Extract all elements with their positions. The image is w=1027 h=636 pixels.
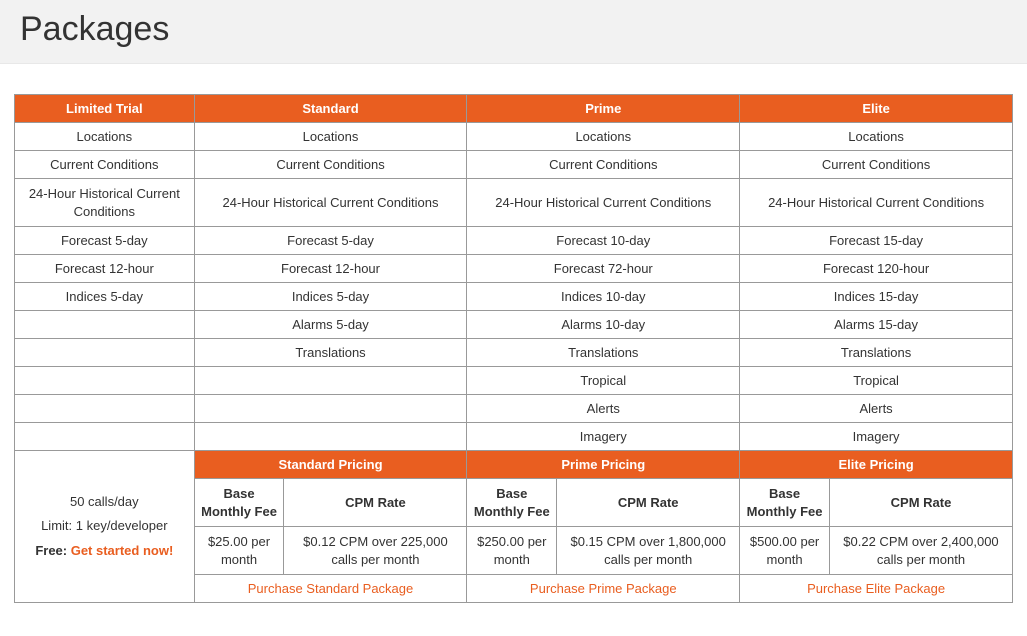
pricing-header-standard: Standard Pricing [194,451,467,479]
purchase-prime-link[interactable]: Purchase Prime Package [530,581,677,596]
pricing-header-row: 50 calls/day Limit: 1 key/developer Free… [15,451,1013,479]
feature-cell: Locations [194,123,467,151]
feature-cell: Indices 5-day [15,283,195,311]
feature-row: Imagery Imagery [15,423,1013,451]
trial-pricing-cell: 50 calls/day Limit: 1 key/developer Free… [15,451,195,603]
feature-cell: Tropical [467,367,740,395]
packages-table: Limited Trial Standard Prime Elite Locat… [14,94,1013,603]
feature-cell: Indices 15-day [740,283,1013,311]
feature-row: Forecast 12-hour Forecast 12-hour Foreca… [15,255,1013,283]
feature-row: Forecast 5-day Forecast 5-day Forecast 1… [15,227,1013,255]
feature-row: Current Conditions Current Conditions Cu… [15,151,1013,179]
feature-cell: Translations [740,339,1013,367]
elite-cpm-rate: $0.22 CPM over 2,400,000 calls per month [829,527,1012,575]
feature-cell: Imagery [740,423,1013,451]
pricing-header-prime: Prime Pricing [467,451,740,479]
feature-row: Tropical Tropical [15,367,1013,395]
label-base-fee: Base Monthly Fee [467,479,557,527]
trial-free-line: Free: Get started now! [19,539,190,564]
feature-cell: Locations [467,123,740,151]
page-title: Packages [20,10,1007,49]
feature-cell: Alarms 10-day [467,311,740,339]
purchase-cell: Purchase Prime Package [467,575,740,603]
feature-cell: Indices 10-day [467,283,740,311]
label-cpm-rate: CPM Rate [284,479,467,527]
feature-cell: Imagery [467,423,740,451]
tier-header-prime: Prime [467,95,740,123]
tier-header-row: Limited Trial Standard Prime Elite [15,95,1013,123]
feature-row: Alarms 5-day Alarms 10-day Alarms 15-day [15,311,1013,339]
purchase-cell: Purchase Elite Package [740,575,1013,603]
feature-cell: 24-Hour Historical Current Conditions [194,179,467,227]
feature-cell: Translations [194,339,467,367]
standard-base-fee: $25.00 per month [194,527,284,575]
standard-cpm-rate: $0.12 CPM over 225,000 calls per month [284,527,467,575]
label-cpm-rate: CPM Rate [829,479,1012,527]
label-cpm-rate: CPM Rate [557,479,740,527]
feature-cell: Forecast 120-hour [740,255,1013,283]
feature-row: 24-Hour Historical Current Conditions 24… [15,179,1013,227]
feature-row: Alerts Alerts [15,395,1013,423]
trial-free-label: Free: [35,543,70,558]
feature-cell: Alarms 15-day [740,311,1013,339]
feature-cell: Current Conditions [15,151,195,179]
feature-cell: Forecast 12-hour [15,255,195,283]
feature-cell: Translations [467,339,740,367]
elite-base-fee: $500.00 per month [740,527,830,575]
trial-line2: Limit: 1 key/developer [19,514,190,539]
feature-cell: Forecast 10-day [467,227,740,255]
label-base-fee: Base Monthly Fee [194,479,284,527]
feature-row: Indices 5-day Indices 5-day Indices 10-d… [15,283,1013,311]
feature-cell [15,311,195,339]
label-base-fee: Base Monthly Fee [740,479,830,527]
feature-cell: Forecast 15-day [740,227,1013,255]
feature-cell [15,395,195,423]
feature-cell: Alarms 5-day [194,311,467,339]
pricing-header-elite: Elite Pricing [740,451,1013,479]
feature-cell [15,423,195,451]
feature-cell: Forecast 5-day [15,227,195,255]
feature-cell: Forecast 12-hour [194,255,467,283]
feature-row: Translations Translations Translations [15,339,1013,367]
trial-line1: 50 calls/day [19,490,190,515]
tier-header-standard: Standard [194,95,467,123]
feature-cell: Current Conditions [194,151,467,179]
feature-cell: Indices 5-day [194,283,467,311]
page-header: Packages [0,0,1027,64]
get-started-link[interactable]: Get started now! [71,543,174,558]
feature-cell: Current Conditions [740,151,1013,179]
purchase-cell: Purchase Standard Package [194,575,467,603]
feature-row: Locations Locations Locations Locations [15,123,1013,151]
tier-header-elite: Elite [740,95,1013,123]
feature-cell [194,367,467,395]
feature-cell: Forecast 72-hour [467,255,740,283]
feature-cell [15,367,195,395]
feature-cell: 24-Hour Historical Current Conditions [467,179,740,227]
feature-cell: Tropical [740,367,1013,395]
feature-cell: 24-Hour Historical Current Conditions [740,179,1013,227]
feature-cell [15,339,195,367]
feature-cell [194,423,467,451]
prime-base-fee: $250.00 per month [467,527,557,575]
feature-cell [194,395,467,423]
feature-cell: 24-Hour Historical Current Conditions [15,179,195,227]
packages-table-wrap: Limited Trial Standard Prime Elite Locat… [0,64,1027,617]
feature-cell: Current Conditions [467,151,740,179]
feature-cell: Locations [15,123,195,151]
feature-cell: Locations [740,123,1013,151]
tier-header-trial: Limited Trial [15,95,195,123]
feature-cell: Alerts [740,395,1013,423]
feature-cell: Forecast 5-day [194,227,467,255]
purchase-elite-link[interactable]: Purchase Elite Package [807,581,945,596]
feature-cell: Alerts [467,395,740,423]
prime-cpm-rate: $0.15 CPM over 1,800,000 calls per month [557,527,740,575]
purchase-standard-link[interactable]: Purchase Standard Package [248,581,414,596]
